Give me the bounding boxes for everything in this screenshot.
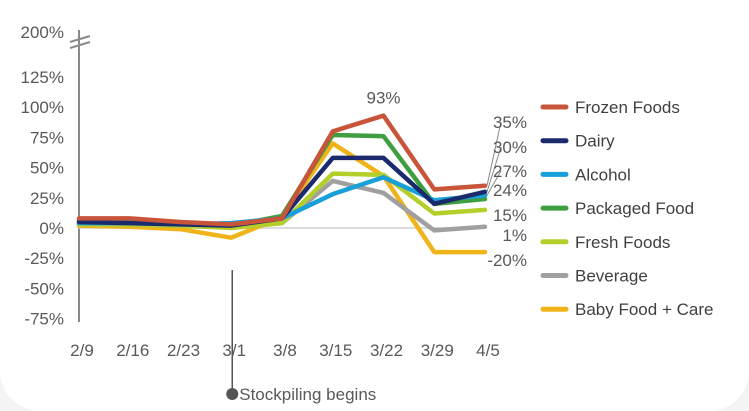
y-tick-label: -25% (24, 249, 64, 268)
x-tick-label: 2/9 (70, 341, 94, 360)
end-label: 15% (493, 206, 527, 225)
legend-label: Frozen Foods (575, 98, 680, 117)
legend-label: Fresh Foods (575, 233, 670, 252)
y-tick-label: 0% (39, 219, 64, 238)
end-labels: 35% 30% 27%24% 15%1% -20% (487, 113, 527, 270)
end-label: 1% (502, 226, 527, 245)
end-label: 24% (493, 181, 527, 200)
end-label: -20% (487, 251, 527, 270)
peak-annotation: 93% (366, 89, 400, 108)
end-label: 35% (493, 113, 527, 132)
y-tick-label: -50% (24, 279, 64, 298)
stockpiling-marker-dot (226, 388, 238, 400)
legend: Frozen Foods Dairy Alcohol Packaged Food Fre… (543, 98, 713, 319)
x-tick-label: 3/29 (421, 341, 454, 360)
stockpiling-annotation: Stockpiling begins (239, 385, 376, 404)
y-tick-labels: 125% 100% 75% 50% 25% 0% -25% -50% -75% (21, 68, 64, 329)
legend-label: Packaged Food (575, 199, 694, 218)
y-tick-label: 100% (21, 98, 64, 117)
y-tick-label: 50% (30, 159, 64, 178)
end-label: 30% (493, 138, 527, 157)
x-tick-label: 4/5 (476, 341, 500, 360)
y-tick-label: -75% (24, 310, 64, 329)
legend-label: Alcohol (575, 165, 631, 184)
y-tick-label: 125% (21, 68, 64, 87)
series-lines (79, 116, 485, 253)
y-tick-label: 25% (30, 189, 64, 208)
x-tick-labels: 2/9 2/16 2/23 3/1 3/8 3/15 3/22 3/29 4/5 (70, 341, 500, 360)
x-tick-label: 3/8 (273, 341, 297, 360)
axis-break-label: 200% (21, 23, 64, 42)
x-tick-label: 3/22 (370, 341, 403, 360)
line-chart: 200% 125% 100% 75% 50% 25% 0% -25% -50% -75% 2/9… (0, 0, 749, 411)
x-tick-label: 3/15 (319, 341, 352, 360)
x-tick-label: 2/23 (167, 341, 200, 360)
legend-label: Beverage (575, 267, 648, 286)
legend-label: Baby Food + Care (575, 300, 713, 319)
y-tick-label: 75% (30, 128, 64, 147)
x-tick-label: 3/1 (222, 341, 246, 360)
end-label: 27% (493, 162, 527, 181)
series-line-packaged-food (79, 135, 485, 226)
x-tick-label: 2/16 (116, 341, 149, 360)
legend-label: Dairy (575, 132, 615, 151)
